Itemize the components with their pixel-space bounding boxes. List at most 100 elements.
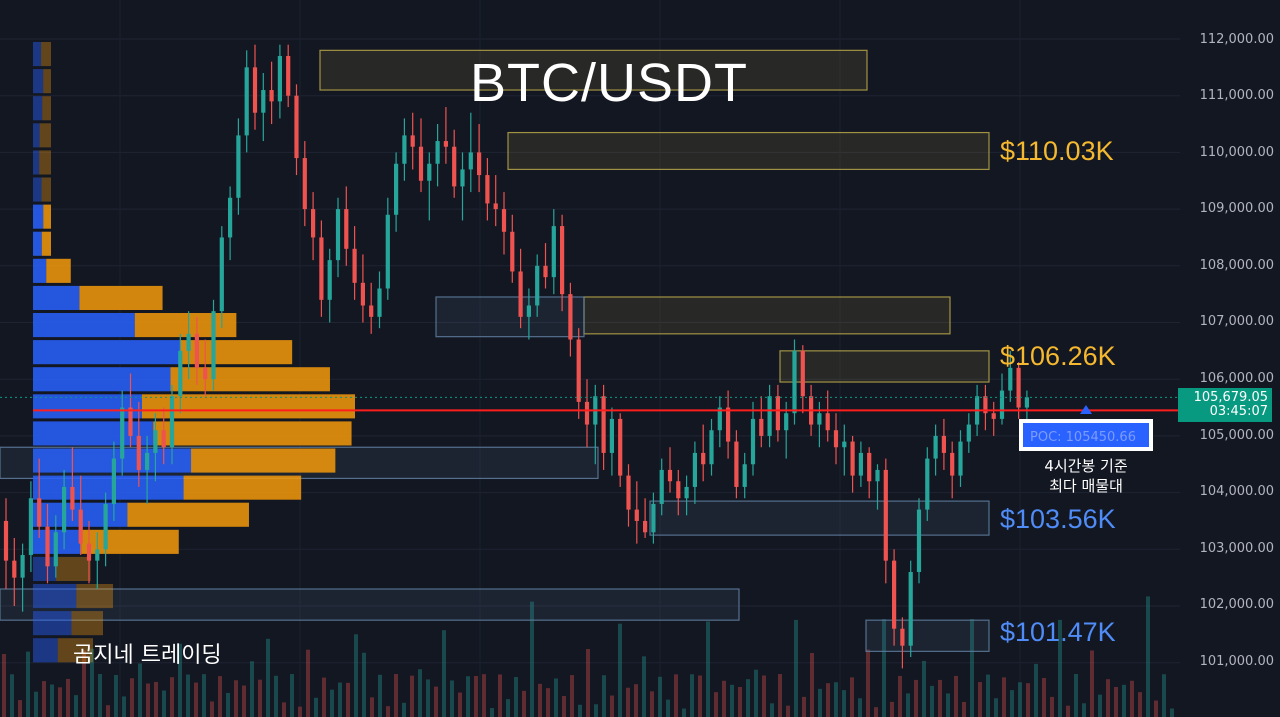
volume-bar (906, 693, 910, 717)
volume-bar (138, 663, 142, 717)
candle-body (518, 271, 523, 317)
volume-bar (34, 691, 38, 717)
poc-label-box: POC: 105450.66 (1019, 419, 1153, 451)
volume-bar (882, 619, 886, 717)
volume-bar (1130, 680, 1134, 717)
volume-bar (658, 676, 662, 717)
volume-bar (666, 699, 670, 717)
candle-body (916, 509, 922, 572)
profile-buy-bar (33, 177, 42, 202)
zone-label-101k: $101.47K (1000, 617, 1116, 647)
poc-pointer (1080, 405, 1092, 414)
profile-buy-bar (33, 638, 58, 663)
profile-buy-bar (33, 285, 80, 310)
supply-zone-111k (319, 49, 868, 91)
volume-bar (50, 684, 54, 717)
volume-bar (338, 682, 342, 717)
candle-body (543, 265, 548, 278)
candle-body (477, 152, 482, 176)
candle-body (925, 458, 930, 510)
candle-body (294, 95, 299, 159)
volume-bar (562, 696, 566, 717)
volume-bar (490, 708, 494, 717)
candle-body (219, 237, 224, 312)
profile-sell-bar (46, 258, 71, 283)
volume-bar (218, 676, 222, 717)
volume-bar (650, 691, 654, 717)
candle-body (709, 430, 714, 465)
candle-body (252, 67, 258, 113)
volume-bar (970, 619, 974, 717)
price-tick: 105,000.00 (1199, 428, 1274, 443)
candle-body (70, 486, 75, 510)
volume-bar (634, 684, 638, 717)
candle-body (817, 413, 822, 425)
volume-bar (498, 674, 502, 717)
candle-body (692, 452, 697, 487)
volume-bar (754, 669, 758, 717)
volume-bar (578, 704, 582, 717)
volume-bar (10, 674, 14, 717)
poc-caption: 4시간봉 기준 최다 매물대 (1016, 456, 1156, 496)
candle-body (983, 396, 988, 414)
volume-profile (33, 42, 355, 663)
volume-bar (274, 675, 278, 717)
supply-zone-110k (507, 131, 990, 171)
volume-bar (402, 702, 406, 717)
volume-bar (394, 674, 398, 717)
volume-bar (1082, 703, 1086, 717)
candle-body (792, 350, 797, 414)
candle-body (169, 396, 175, 448)
candle-body (103, 503, 108, 550)
volume-bar (994, 698, 998, 717)
candle-body (933, 435, 938, 459)
volume-bar (306, 649, 310, 717)
candle-body (535, 265, 540, 306)
candle-body (452, 146, 457, 187)
candle-body (145, 452, 150, 470)
price-tick: 110,000.00 (1199, 145, 1274, 160)
volume-bar (850, 677, 854, 717)
volume-bar (122, 696, 126, 717)
candle-body (892, 560, 897, 629)
candle-body (775, 396, 780, 431)
volume-bar (962, 701, 966, 717)
poc-label: POC: 105450.66 (1030, 430, 1136, 445)
candle-body (311, 209, 316, 238)
candle-body (950, 452, 955, 476)
volume-bar (154, 681, 158, 717)
profile-buy-bar (33, 394, 142, 419)
volume-bar (266, 638, 270, 717)
profile-buy-bar (33, 42, 42, 67)
volume-bar (914, 679, 918, 717)
profile-sell-bar (141, 394, 355, 419)
demand-zone-101k (865, 619, 990, 652)
candle-body (759, 418, 764, 436)
watermark: 곰지네 트레이딩 (73, 643, 222, 668)
profile-sell-bar (39, 150, 51, 175)
candle-body (286, 56, 291, 96)
candle-body (244, 67, 249, 136)
candle-body (667, 469, 673, 482)
volume-bar (1058, 619, 1062, 717)
volume-bar (130, 678, 134, 717)
volume-bar (570, 675, 574, 717)
volume-bar (1098, 694, 1102, 717)
volume-bar (722, 680, 726, 717)
volume-bar (202, 674, 206, 717)
profile-sell-bar (127, 502, 249, 527)
candle-body (20, 554, 25, 578)
volume-bar (1122, 684, 1126, 717)
volume-bar (978, 682, 982, 717)
volume-bar (786, 705, 790, 717)
candle-body (526, 305, 531, 317)
candle-body (584, 401, 590, 425)
candle-body (385, 214, 390, 289)
candle-body (750, 418, 756, 465)
volume-bar (226, 692, 230, 717)
profile-sell-bar (71, 611, 103, 636)
candle-body (991, 413, 996, 419)
volume-bar (386, 706, 390, 717)
candle-body (95, 549, 100, 561)
